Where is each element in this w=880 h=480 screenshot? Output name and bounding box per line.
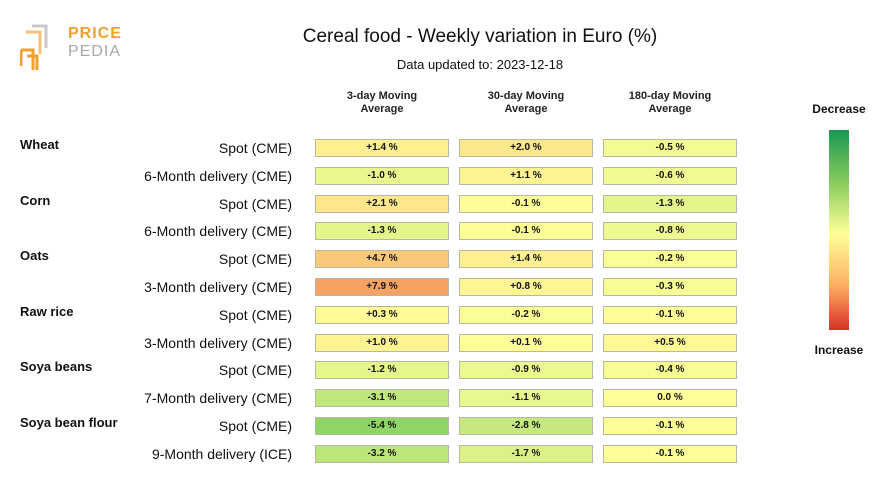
row-label: 3-Month delivery (CME) <box>144 279 292 295</box>
row-label: Spot (CME) <box>218 140 292 156</box>
heatmap-cell: +4.7 % <box>315 250 449 269</box>
column-header-line: Average <box>504 103 548 115</box>
heatmap-cell: -1.7 % <box>459 444 593 463</box>
group-label: Soya beans <box>20 359 93 375</box>
heatmap-cell: -0.5 % <box>603 139 737 157</box>
group-label: Soya bean flour <box>20 415 118 430</box>
column-header-3day: 3-day Moving Average <box>314 90 450 116</box>
logo-text-top: PRICE <box>68 25 122 42</box>
row-label: Spot (CME) <box>218 362 292 379</box>
group-label: Oats <box>20 248 49 264</box>
heatmap-cell: -1.3 % <box>315 222 449 241</box>
heatmap-cell: 0.0 % <box>603 389 737 408</box>
logo-mark-icon <box>20 24 48 70</box>
legend-decrease-label: Decrease <box>812 102 866 116</box>
heatmap-cell: -0.9 % <box>459 361 593 380</box>
heatmap-cell: -0.2 % <box>459 305 593 324</box>
heatmap-cell: -1.2 % <box>315 361 449 380</box>
heatmap-cell: +0.3 % <box>315 305 449 324</box>
heatmap-cell: -0.6 % <box>603 166 737 185</box>
heatmap-cell: +0.8 % <box>459 278 593 296</box>
row-label: 3-Month delivery (CME) <box>144 334 292 351</box>
heatmap-cell: -5.4 % <box>315 417 449 435</box>
heatmap-cell: +1.1 % <box>459 166 593 185</box>
chart-title: Cereal food - Weekly variation in Euro (… <box>302 26 658 47</box>
column-header-line: 30-day Moving <box>487 90 565 102</box>
heatmap-cell: +1.4 % <box>315 139 449 157</box>
heatmap-cell: -0.1 % <box>603 305 737 324</box>
heatmap-cell: +0.5 % <box>603 333 737 352</box>
column-header-180day: 180-day Moving Average <box>602 90 738 116</box>
row-label: 6-Month delivery (CME) <box>144 167 292 184</box>
legend-color-scale <box>829 130 849 330</box>
row-label: Spot (CME) <box>218 251 292 268</box>
heatmap-cell: -0.1 % <box>603 444 737 463</box>
heatmap-cell: -0.4 % <box>603 361 737 380</box>
heatmap-cell: +1.4 % <box>459 250 593 269</box>
row-label: Spot (CME) <box>218 418 292 434</box>
heatmap-cell: -3.2 % <box>315 444 449 463</box>
heatmap-cell: +7.9 % <box>315 278 449 296</box>
legend-increase-label: Increase <box>814 343 864 357</box>
group-label: Raw rice <box>20 303 74 319</box>
pricepedia-logo: PRICE PEDIA <box>20 22 130 74</box>
column-header-line: Average <box>360 103 404 115</box>
row-label: Spot (CME) <box>218 195 292 212</box>
heatmap-cell: -0.1 % <box>603 417 737 435</box>
row-label: Spot (CME) <box>218 306 292 323</box>
heatmap-cell: -1.0 % <box>315 166 449 185</box>
logo-text-bottom: PEDIA <box>68 43 122 60</box>
heatmap-cell: +0.1 % <box>459 333 593 352</box>
heatmap-cell: -0.1 % <box>459 194 593 213</box>
heatmap-cell: -0.3 % <box>603 278 737 296</box>
heatmap-cell: -2.8 % <box>459 417 593 435</box>
heatmap-cell: +2.0 % <box>459 139 593 157</box>
heatmap-cell: +1.0 % <box>315 333 449 352</box>
heatmap-cell: -1.1 % <box>459 389 593 408</box>
column-header-30day: 30-day Moving Average <box>458 90 594 116</box>
heatmap-cell: -0.8 % <box>603 222 737 241</box>
heatmap-cell: -1.3 % <box>603 194 737 213</box>
group-label: Corn <box>20 192 51 208</box>
heatmap-cell: -3.1 % <box>315 389 449 408</box>
chart-subtitle: Data updated to: 2023-12-18 <box>396 57 564 72</box>
column-header-line: Average <box>648 103 692 115</box>
column-header-line: 180-day Moving <box>628 90 712 102</box>
row-label: 7-Month delivery (CME) <box>144 390 292 407</box>
row-label: 9-Month delivery (ICE) <box>151 445 292 462</box>
heatmap-cell: +2.1 % <box>315 194 449 213</box>
row-label: 6-Month delivery (CME) <box>144 223 292 240</box>
column-header-line: 3-day Moving <box>346 90 418 102</box>
group-label: Wheat <box>20 137 59 152</box>
heatmap-cell: -0.2 % <box>603 250 737 269</box>
heatmap-cell: -0.1 % <box>459 222 593 241</box>
